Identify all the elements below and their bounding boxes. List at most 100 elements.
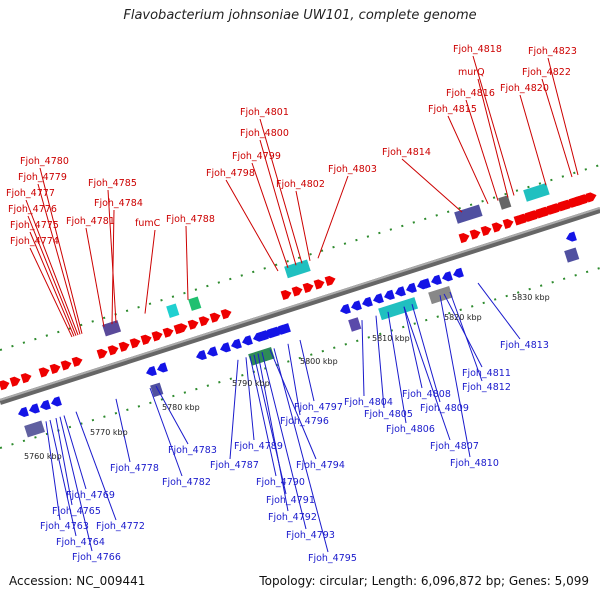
reverse-gene-label: Fjoh_4792 xyxy=(268,512,317,523)
forward-gene-arrow xyxy=(458,232,470,244)
reverse-gene-arrow xyxy=(280,323,291,334)
genome-info-label: Topology: circular; Length: 6,096,872 bp… xyxy=(259,574,589,588)
reverse-callout-line xyxy=(49,419,77,537)
forward-gene-arrow xyxy=(38,367,50,378)
forward-gene-label: Fjoh_4781 xyxy=(66,216,115,227)
forward-gene-label: Fjoh_4785 xyxy=(88,178,137,189)
forward-callout-line xyxy=(541,78,573,178)
reverse-callout-line xyxy=(245,357,255,441)
forward-gene-arrow xyxy=(291,286,303,297)
forward-gene-label: murQ xyxy=(458,67,485,78)
forward-gene-arrow xyxy=(60,360,72,371)
forward-gene-box xyxy=(284,259,311,279)
forward-callout-line xyxy=(295,190,311,261)
reverse-gene-arrow xyxy=(566,231,577,242)
reverse-callout-line xyxy=(403,306,423,389)
reverse-gene-label: Fjoh_4790 xyxy=(256,477,305,488)
reverse-gene-label: Fjoh_4795 xyxy=(308,553,357,564)
reverse-gene-label: Fjoh_4793 xyxy=(286,530,335,541)
reverse-callout-line xyxy=(449,291,483,382)
reverse-callout-line xyxy=(257,353,289,512)
forward-gene-label: Fjoh_4776 xyxy=(8,204,57,215)
forward-gene-arrow xyxy=(220,309,232,320)
reverse-gene-box xyxy=(428,285,453,305)
reverse-gene-arrow xyxy=(362,296,373,307)
forward-gene-arrow xyxy=(491,222,503,233)
scale-tick-label: 5770 kbp xyxy=(90,428,128,437)
forward-callout-line xyxy=(519,94,547,186)
forward-gene-label: Fjoh_4815 xyxy=(428,104,477,115)
forward-callout-line xyxy=(107,189,117,323)
forward-gene-arrow xyxy=(480,225,492,237)
reverse-callout-line xyxy=(115,398,131,463)
reverse-gene-box xyxy=(378,297,419,321)
forward-gene-arrow xyxy=(49,363,61,374)
scale-tick-label: 5800 kbp xyxy=(300,357,338,366)
reverse-callout-line xyxy=(443,293,483,368)
reverse-gene-arrow xyxy=(18,406,29,418)
reverse-gene-box xyxy=(248,346,275,366)
forward-callout-line xyxy=(477,78,509,198)
reverse-gene-arrow xyxy=(258,330,269,341)
forward-gene-arrow xyxy=(529,210,541,221)
reverse-gene-arrow xyxy=(453,267,464,278)
reverse-gene-arrow xyxy=(157,362,168,373)
forward-callout-line xyxy=(144,229,156,314)
reverse-callout-line xyxy=(55,417,73,506)
reverse-gene-label: Fjoh_4812 xyxy=(462,382,511,393)
forward-gene-arrow xyxy=(129,338,141,349)
reverse-gene-label: Fjoh_4766 xyxy=(72,552,121,563)
reverse-callout-line xyxy=(273,348,329,553)
forward-gene-arrow xyxy=(574,195,586,206)
scale-ticks: 5760 kbp 5770 kbp 5780 kbp 5790 kbp 5800 kbp… xyxy=(24,293,550,461)
reverse-gene-label: Fjoh_4804 xyxy=(344,397,393,408)
forward-gene-label: Fjoh_4803 xyxy=(328,164,377,175)
reverse-gene-label: Fjoh_4764 xyxy=(56,537,105,548)
forward-gene-arrow xyxy=(20,373,32,384)
forward-gene-label: Fjoh_4777 xyxy=(6,188,55,199)
reverse-gene-arrow xyxy=(384,289,395,300)
scale-tick-label: 5820 kbp xyxy=(444,313,482,322)
reverse-gene-label: Fjoh_4810 xyxy=(450,458,499,469)
forward-gene-arrow xyxy=(96,348,108,359)
reverse-gene-arrow xyxy=(395,286,406,297)
forward-gene-arrow xyxy=(585,192,597,203)
reverse-gene-arrow xyxy=(420,278,431,289)
reverse-gene-label: Fjoh_4789 xyxy=(234,441,283,452)
forward-gene-label: Fjoh_4820 xyxy=(500,83,549,94)
reverse-gene-arrow xyxy=(340,303,351,314)
forward-gene-box xyxy=(454,204,483,224)
forward-gene-arrow xyxy=(198,316,210,327)
reverse-gene-arrow xyxy=(29,403,40,414)
reverse-callout-line xyxy=(375,315,385,409)
forward-gene-arrow xyxy=(302,282,314,294)
reverse-gene-label: Fjoh_4794 xyxy=(296,460,345,471)
reverse-gene-box xyxy=(564,247,580,263)
reverse-callout-line xyxy=(411,304,441,403)
forward-gene-label: Fjoh_4788 xyxy=(166,214,215,225)
reverse-gene-arrow xyxy=(196,349,207,361)
forward-gene-label: Fjoh_4798 xyxy=(206,168,255,179)
reverse-callout-line xyxy=(229,359,239,460)
forward-gene-arrow xyxy=(313,279,325,290)
reverse-callout-line xyxy=(155,385,189,445)
forward-gene-arrow xyxy=(469,229,481,240)
forward-callout-line xyxy=(472,55,515,196)
reverse-callout-line xyxy=(477,282,521,340)
reverse-gene-arrow xyxy=(242,335,253,346)
reverse-callout-line xyxy=(387,311,407,424)
reverse-callout-line xyxy=(287,343,301,416)
forward-callout-line xyxy=(401,158,463,213)
reverse-callout-line xyxy=(75,411,117,521)
scale-tick-label: 5780 kbp xyxy=(162,403,200,412)
forward-gene-box xyxy=(166,303,180,318)
forward-gene-arrow xyxy=(140,334,152,345)
reverse-callout-line xyxy=(439,295,471,458)
forward-gene-box xyxy=(102,320,122,337)
forward-gene-label: Fjoh_4814 xyxy=(382,147,431,158)
reverse-callout-line xyxy=(403,306,451,441)
reverse-gene-label: Fjoh_4809 xyxy=(420,403,469,414)
forward-callout-line xyxy=(317,175,349,259)
reverse-gene-label: Fjoh_4805 xyxy=(364,409,413,420)
